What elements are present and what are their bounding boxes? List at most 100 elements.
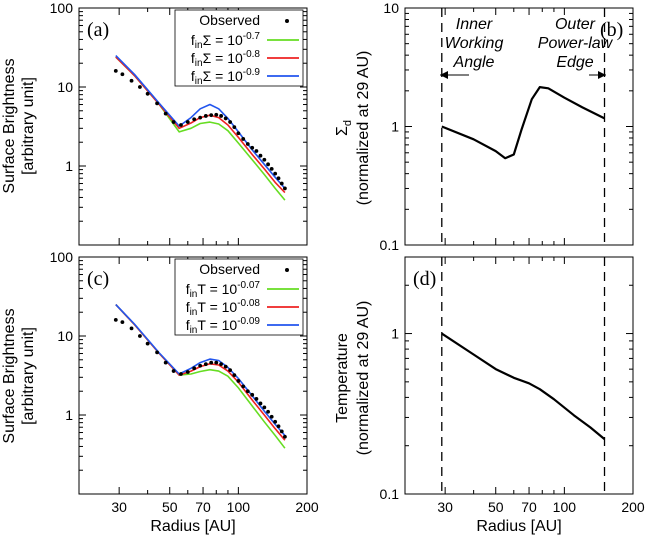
series-line: [441, 85, 605, 160]
observed-point: [245, 142, 250, 146]
observed-point: [209, 113, 214, 118]
observed-point: [145, 341, 150, 346]
y-axis-label-line1: Surface Brightness: [1, 308, 18, 443]
observed-point: [283, 434, 287, 439]
y-tick-label: 100: [50, 249, 74, 265]
legend-label-observed: Observed: [199, 261, 260, 277]
arrow-right-icon: [598, 71, 606, 79]
observed-point: [179, 372, 183, 376]
observed-point: [241, 137, 246, 141]
legend-label: finT = 10-0.09: [186, 316, 261, 336]
y-tick-label: 10: [57, 328, 73, 344]
y-tick-label: 100: [50, 0, 74, 16]
observed-point: [262, 405, 267, 410]
observed-point: [250, 145, 255, 150]
observed-point: [145, 91, 150, 96]
observed-point: [203, 362, 208, 367]
y-tick-label: 1: [391, 119, 399, 135]
annotation-outer-line3: Edge: [556, 54, 593, 71]
x-tick-label: 70: [521, 499, 537, 515]
observed-point: [236, 131, 241, 136]
annotation-inner-line3: Angle: [453, 54, 495, 71]
observed-point: [232, 125, 237, 130]
series-line: [441, 332, 606, 440]
outer-power-law-edge-annotation: Outer Power-law Edge: [538, 16, 614, 79]
y-tick-label: 0.1: [380, 237, 400, 253]
observed-point: [269, 166, 274, 171]
observed-point: [198, 115, 203, 120]
legend-marker-observed: [285, 19, 289, 23]
x-tick-label: 50: [488, 499, 504, 515]
x-tick-label: 30: [111, 499, 127, 515]
observed-point: [236, 379, 241, 383]
observed-point: [223, 116, 228, 121]
y-tick-label: 1: [65, 407, 73, 423]
observed-point: [279, 181, 284, 186]
observed-point: [209, 360, 214, 365]
legend-label: finΣ = 10-0.7: [191, 31, 261, 51]
observed-point: [250, 392, 255, 397]
panel-d: (d) Temperature (normalized at 29 AU) Ra…: [334, 256, 645, 535]
y-tick-label: 0.1: [380, 486, 400, 502]
observed-point: [266, 409, 270, 414]
legend-marker-observed: [285, 268, 289, 272]
observed-point: [185, 370, 190, 374]
legend-label-observed: Observed: [199, 12, 260, 28]
panel-label: (c): [87, 268, 109, 290]
x-tick-label: 30: [437, 499, 453, 515]
observed-point: [185, 120, 190, 124]
observed-point: [273, 419, 278, 424]
y-tick-label: 10: [57, 79, 73, 95]
x-tick-label: 200: [295, 499, 319, 515]
y-axis-label-line2: (normalized at 29 AU): [355, 301, 372, 456]
observed-point: [269, 414, 274, 419]
plot-frame: [78, 7, 308, 246]
arrow-left-icon: [440, 71, 448, 79]
panel-label: (b): [600, 19, 623, 41]
observed-point: [223, 364, 228, 369]
observed-point: [129, 326, 134, 331]
observed-point: [276, 424, 281, 429]
x-tick-label: 100: [553, 499, 577, 515]
observed-point: [254, 149, 259, 153]
observed-point: [120, 320, 125, 324]
observed-point: [258, 153, 263, 158]
observed-point: [179, 123, 183, 127]
panel-label: (d): [413, 268, 436, 290]
observed-point: [113, 317, 118, 322]
y-axis-subscript: d: [342, 120, 354, 126]
y-axis-label-line1: Surface Brightness: [1, 58, 18, 193]
legend-label: finΣ = 10-0.9: [191, 67, 261, 87]
observed-point: [228, 368, 233, 373]
observed-point: [254, 396, 259, 401]
observed-point: [279, 429, 284, 434]
annotation-outer-line1: Outer: [555, 16, 596, 33]
observed-point: [163, 360, 168, 365]
x-tick-label: 100: [227, 499, 251, 515]
observed-point: [155, 350, 159, 355]
observed-point: [214, 112, 219, 117]
observed-point: [232, 373, 237, 377]
x-tick-label: 50: [162, 499, 178, 515]
annotation-inner-line1: Inner: [456, 16, 493, 33]
x-axis-label: Radius [AU]: [476, 518, 561, 535]
observed-point: [192, 117, 197, 122]
observed-point: [155, 101, 159, 106]
observed-point: [266, 162, 270, 167]
observed-point: [283, 186, 287, 191]
series-line: [115, 304, 286, 437]
y-axis-label-line2: (normalized at 29 AU): [355, 51, 372, 206]
panel-a: (a) Surface Brightness [arbitrary unit] …: [1, 0, 308, 246]
observed-point: [219, 114, 224, 118]
observed-point: [129, 78, 134, 83]
annotation-inner-line2: Working: [445, 35, 504, 52]
observed-point: [214, 360, 219, 365]
observed-point: [228, 120, 233, 124]
observed-point: [138, 85, 142, 89]
panel-label: (a): [87, 19, 109, 41]
observed-point: [245, 389, 250, 394]
observed-point: [113, 68, 118, 73]
plot-frame: [404, 256, 634, 495]
observed-point: [241, 384, 246, 389]
